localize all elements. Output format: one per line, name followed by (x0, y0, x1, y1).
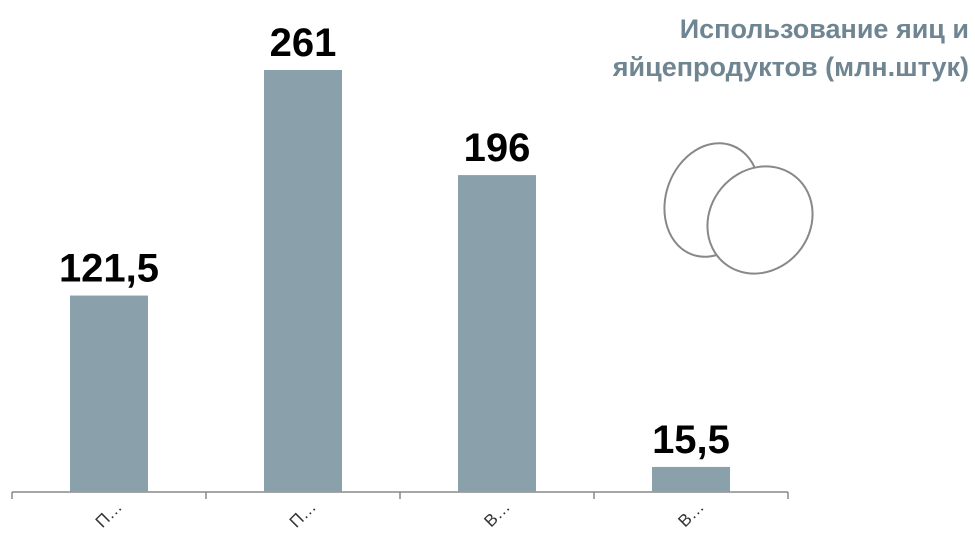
value-label: 15,5 (652, 418, 730, 462)
value-label: 196 (464, 126, 531, 170)
value-label: 121,5 (59, 247, 159, 291)
x-tick-label: П… (286, 497, 320, 531)
value-label: 261 (270, 21, 337, 65)
bar (264, 70, 342, 492)
bar (652, 466, 730, 492)
x-tick-label: В… (480, 497, 513, 530)
x-tick-label: П… (92, 497, 126, 531)
bar (70, 295, 148, 492)
eggs-icon (663, 142, 814, 275)
chart-title: Использование яиц и яйцепродуктов (млн.ш… (612, 14, 969, 82)
x-tick-label: В… (674, 497, 707, 530)
bar (458, 175, 536, 493)
